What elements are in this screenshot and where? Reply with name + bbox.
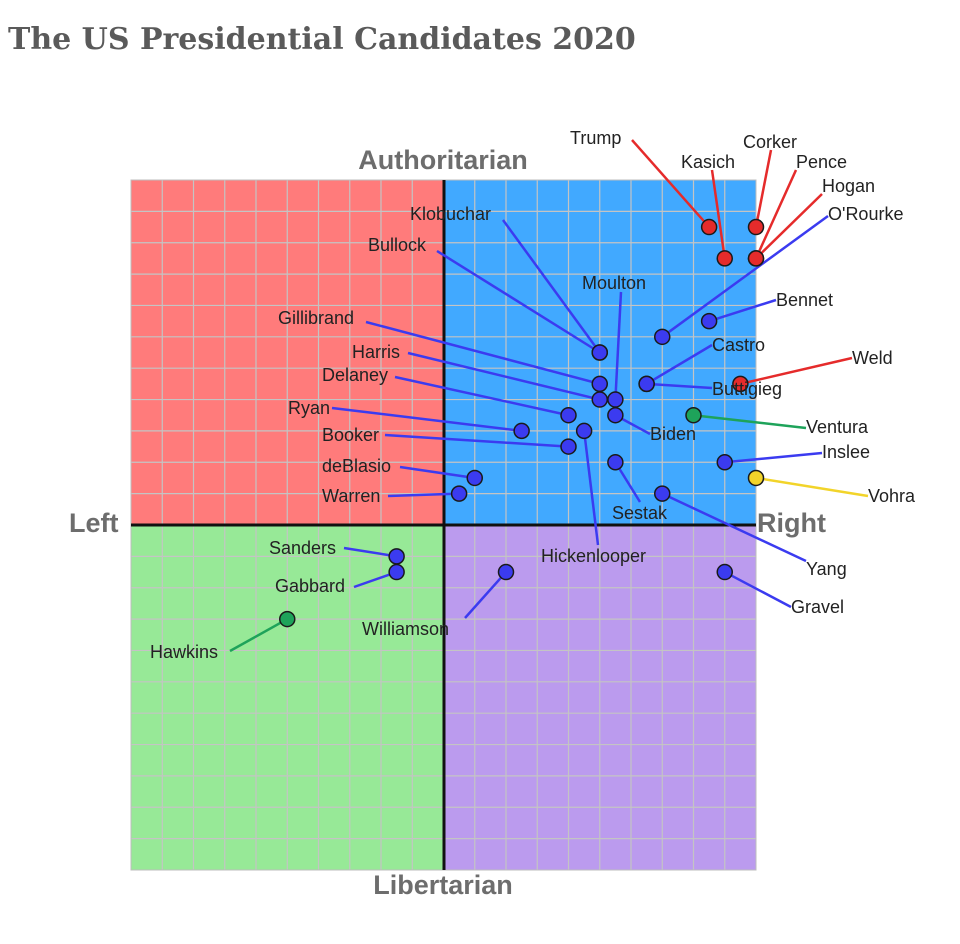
point-deblasio xyxy=(466,469,483,487)
axis-label-left: Left xyxy=(69,508,119,538)
leader-line-hogan xyxy=(755,193,823,260)
point-inslee xyxy=(716,454,733,471)
label-corker: Corker xyxy=(743,132,797,152)
label-warren: Warren xyxy=(322,486,380,506)
point-o-rourke xyxy=(654,328,671,346)
leader-line-deblasio xyxy=(399,465,475,480)
label-ventura: Ventura xyxy=(806,417,869,437)
leader-line-bennet xyxy=(708,298,777,323)
label-delaney: Delaney xyxy=(322,365,388,385)
label-hogan: Hogan xyxy=(822,176,875,196)
label-ryan: Ryan xyxy=(288,398,330,418)
point-trump xyxy=(700,218,718,236)
label-moulton: Moulton xyxy=(582,273,646,293)
leader-line-harris xyxy=(407,351,601,401)
point-hogan xyxy=(747,250,765,267)
label-vohra: Vohra xyxy=(868,486,916,506)
leader-line-klobuchar xyxy=(501,219,601,354)
leader-line-vohra xyxy=(755,476,869,498)
label-hickenlooper: Hickenlooper xyxy=(541,546,646,566)
point-sanders xyxy=(388,548,405,565)
point-harris xyxy=(591,391,608,408)
label-bennet: Bennet xyxy=(776,290,833,310)
point-bennet xyxy=(700,312,718,330)
point-delaney xyxy=(560,406,577,424)
axis-label-right: Right xyxy=(757,508,826,538)
point-hickenlooper xyxy=(575,422,593,440)
label-bullock: Bullock xyxy=(368,235,427,255)
leader-line-buttigieg xyxy=(646,382,713,390)
leader-line-pence xyxy=(754,169,798,259)
point-weld xyxy=(732,375,749,393)
label-gillibrand: Gillibrand xyxy=(278,308,354,328)
chart-title: The US Presidential Candidates 2020 xyxy=(8,22,636,57)
leader-line-warren xyxy=(387,492,460,498)
label-sanders: Sanders xyxy=(269,538,336,558)
leader-line-castro xyxy=(645,343,713,385)
label-leader-lines xyxy=(229,139,869,653)
point-gravel xyxy=(716,563,733,581)
leader-line-williamson xyxy=(464,571,507,619)
point-ryan xyxy=(513,422,530,440)
label-o-rourke: O'Rourke xyxy=(828,204,903,224)
point-biden xyxy=(607,406,624,424)
leader-line-yang xyxy=(661,492,807,563)
leader-line-ventura xyxy=(693,413,807,430)
axis-label-authoritarian: Authoritarian xyxy=(358,145,528,175)
leader-line-hawkins xyxy=(229,617,288,653)
label-sestak: Sestak xyxy=(612,503,668,523)
candidate-points xyxy=(279,218,765,628)
label-gabbard: Gabbard xyxy=(275,576,345,596)
leader-line-kasich xyxy=(710,169,726,259)
leader-line-o-rourke xyxy=(661,214,829,338)
label-inslee: Inslee xyxy=(822,442,870,462)
point-sestak xyxy=(607,454,624,471)
label-pence: Pence xyxy=(796,152,847,172)
point-ventura xyxy=(685,406,702,424)
leader-line-trump xyxy=(631,139,711,228)
leader-line-bullock xyxy=(436,249,601,354)
leader-line-delaney xyxy=(394,375,569,417)
leader-line-booker xyxy=(384,433,569,448)
point-corker xyxy=(747,218,765,236)
leader-line-ryan xyxy=(331,406,522,433)
point-gillibrand xyxy=(591,375,608,393)
point-bullock xyxy=(591,344,608,361)
label-yang: Yang xyxy=(806,559,847,579)
point-booker xyxy=(560,438,577,455)
point-moulton xyxy=(607,391,624,408)
point-hawkins xyxy=(279,610,296,628)
leader-line-gillibrand xyxy=(365,320,601,386)
label-harris: Harris xyxy=(352,342,400,362)
label-trump: Trump xyxy=(570,128,621,148)
leader-line-inslee xyxy=(724,451,823,464)
leader-line-hickenlooper xyxy=(582,430,600,546)
label-booker: Booker xyxy=(322,425,379,445)
label-deblasio: deBlasio xyxy=(322,456,391,476)
leader-line-sanders xyxy=(343,546,397,558)
label-kasich: Kasich xyxy=(681,152,735,172)
label-castro: Castro xyxy=(712,335,765,355)
leader-line-moulton xyxy=(614,291,623,400)
point-gabbard xyxy=(388,563,405,581)
point-kasich xyxy=(716,250,733,267)
label-hawkins: Hawkins xyxy=(150,642,218,662)
label-klobuchar: Klobuchar xyxy=(410,204,491,224)
leader-line-weld xyxy=(740,356,853,386)
axis-label-libertarian: Libertarian xyxy=(373,870,513,900)
point-williamson xyxy=(497,563,515,581)
leader-line-gravel xyxy=(724,570,792,609)
point-vohra xyxy=(747,469,765,487)
label-gravel: Gravel xyxy=(791,597,844,617)
point-buttigieg xyxy=(638,375,655,393)
label-williamson: Williamson xyxy=(362,619,449,639)
label-biden: Biden xyxy=(650,424,696,444)
point-warren xyxy=(450,485,468,502)
point-yang xyxy=(654,485,671,502)
leader-line-corker xyxy=(754,149,773,228)
label-buttigieg: Buttigieg xyxy=(712,379,782,399)
label-weld: Weld xyxy=(852,348,893,368)
